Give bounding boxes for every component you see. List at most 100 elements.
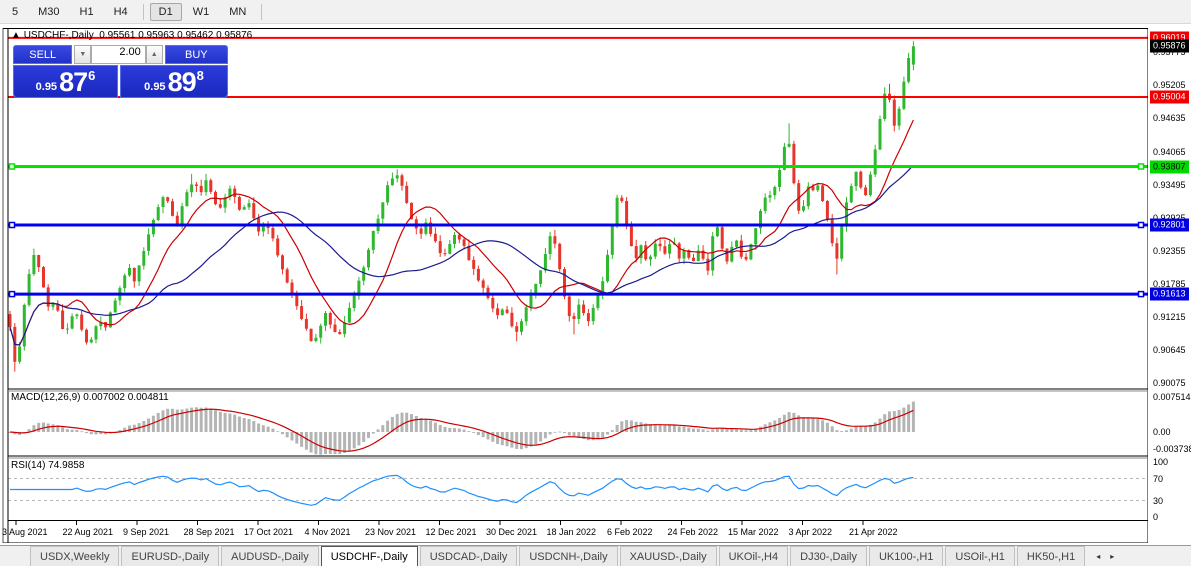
candle — [37, 255, 41, 268]
chart-tab-usdchf[interactable]: USDCHF-,Daily — [320, 546, 418, 566]
line-handle[interactable] — [8, 221, 16, 229]
chart-tab-eurusd[interactable]: EURUSD-,Daily — [121, 546, 220, 566]
macd-histogram-bar — [281, 432, 284, 435]
candle — [175, 215, 179, 226]
timeframe-toolbar: 5 M30 H1 H4 D1 W1 MN — [0, 0, 1191, 24]
sell-price-button[interactable]: 0.95 87 6 — [13, 65, 118, 98]
buy-price-big: 89 — [167, 67, 197, 97]
sell-button[interactable]: SELL — [13, 45, 73, 64]
macd-histogram-bar — [433, 422, 437, 432]
candle — [859, 171, 863, 188]
chart-tab-dj30[interactable]: DJ30-,Daily — [790, 546, 867, 566]
candle — [166, 197, 170, 202]
candle — [8, 314, 12, 327]
chart-tab-hk50[interactable]: HK50-,H1 — [1016, 546, 1086, 566]
macd-histogram-bar — [520, 432, 523, 450]
macd-histogram-bar — [606, 432, 609, 435]
chart-tab-usdcnh[interactable]: USDCNH-,Daily — [519, 546, 618, 566]
candle — [658, 243, 662, 247]
macd-histogram-bar — [161, 410, 165, 432]
macd-histogram-bar — [46, 423, 50, 432]
macd-histogram-bar — [223, 413, 227, 432]
chart-tab-xauusd[interactable]: XAUUSD-,Daily — [619, 546, 717, 566]
macd-histogram-bar — [343, 432, 347, 453]
macd-histogram-bar — [218, 412, 222, 432]
timeframe-button-5[interactable]: 5 — [12, 5, 19, 18]
macd-histogram-bar — [486, 432, 490, 440]
macd-histogram-bar — [429, 420, 433, 432]
candle — [567, 296, 571, 317]
chart-tab-usdcad[interactable]: USDCAD-,Daily — [419, 546, 518, 566]
candle — [797, 183, 801, 211]
timeframe-button-m30[interactable]: M30 — [38, 5, 60, 18]
macd-histogram-bar — [715, 428, 719, 432]
macd-histogram-bar — [314, 432, 318, 455]
volume-increase-button[interactable]: ▲ — [145, 45, 163, 64]
macd-histogram-bar — [725, 429, 729, 432]
price-badge-0.92801: 0.92801 — [1150, 218, 1189, 232]
candle — [367, 249, 370, 268]
candle — [639, 245, 643, 259]
macd-histogram-bar — [65, 429, 69, 432]
candle — [228, 188, 232, 198]
candle — [763, 197, 767, 211]
candle — [907, 58, 911, 82]
candle — [572, 316, 576, 319]
line-handle[interactable] — [1137, 163, 1145, 170]
chart-tab-uk100[interactable]: UK100-,H1 — [868, 546, 944, 566]
buy-price-button[interactable]: 0.95 89 8 — [120, 65, 228, 98]
candle — [467, 245, 471, 260]
macd-histogram-bar — [883, 414, 887, 432]
macd-histogram-bar — [481, 432, 485, 438]
timeframe-button-mn[interactable]: MN — [229, 5, 247, 18]
candle — [462, 239, 466, 246]
candle — [768, 195, 772, 198]
candle — [61, 310, 65, 329]
macd-histogram-bar — [806, 417, 810, 432]
candle — [830, 219, 834, 244]
chart-tab-usoil[interactable]: USOil-,H1 — [945, 546, 1015, 566]
candle — [32, 255, 36, 275]
time-axis: 3 Aug 2021 22 Aug 2021 9 Sep 2021 28 Sep 20… — [0, 524, 1148, 542]
chart-expand-icon[interactable]: ▲ — [11, 30, 21, 41]
tab-scroll-right-icon[interactable]: ▸ — [1110, 551, 1115, 561]
line-handle[interactable] — [1137, 290, 1145, 298]
chart-tab-ukoil[interactable]: UKOil-,H4 — [718, 546, 789, 566]
candle — [113, 300, 117, 313]
chart-tab-audusd[interactable]: AUDUSD-,Daily — [221, 546, 319, 566]
candle — [854, 171, 858, 187]
buy-button[interactable]: BUY — [164, 45, 229, 64]
timeframe-button-d1[interactable]: D1 — [149, 2, 182, 21]
price-tick-label: 0.91785 — [1153, 279, 1186, 289]
candle — [405, 185, 409, 203]
macd-histogram-bar — [529, 432, 533, 447]
candle — [27, 274, 31, 305]
line-handle[interactable] — [8, 163, 16, 170]
candle — [610, 224, 614, 255]
macd-histogram-bar — [711, 429, 715, 432]
tab-scroll-left-icon[interactable]: ◂ — [1096, 551, 1101, 561]
chevron-up-icon: ▲ — [150, 51, 158, 58]
candle — [89, 339, 93, 343]
date-label: 28 Sep 2021 — [183, 527, 235, 537]
line-handle[interactable] — [1137, 221, 1145, 229]
macd-histogram-bar — [42, 422, 45, 432]
candle — [782, 146, 786, 170]
timeframe-button-h4[interactable]: H4 — [113, 5, 128, 18]
candle — [328, 313, 332, 325]
macd-signal-line — [9, 408, 914, 452]
volume-decrease-button[interactable]: ▼ — [74, 45, 92, 64]
macd-histogram-bar — [754, 428, 758, 432]
candle — [677, 243, 681, 259]
timeframe-button-w1[interactable]: W1 — [192, 5, 210, 18]
timeframe-button-h1[interactable]: H1 — [79, 5, 94, 18]
candle — [692, 257, 695, 261]
candle — [744, 256, 748, 260]
macd-histogram-bar — [653, 424, 657, 432]
chart-canvas[interactable] — [0, 28, 1148, 543]
volume-input[interactable]: 2.00 — [91, 45, 146, 64]
macd-histogram-bar — [892, 411, 896, 432]
macd-histogram-bar — [276, 431, 280, 433]
line-handle[interactable] — [8, 290, 16, 298]
chart-tab-usdx[interactable]: USDX,Weekly — [30, 546, 120, 566]
